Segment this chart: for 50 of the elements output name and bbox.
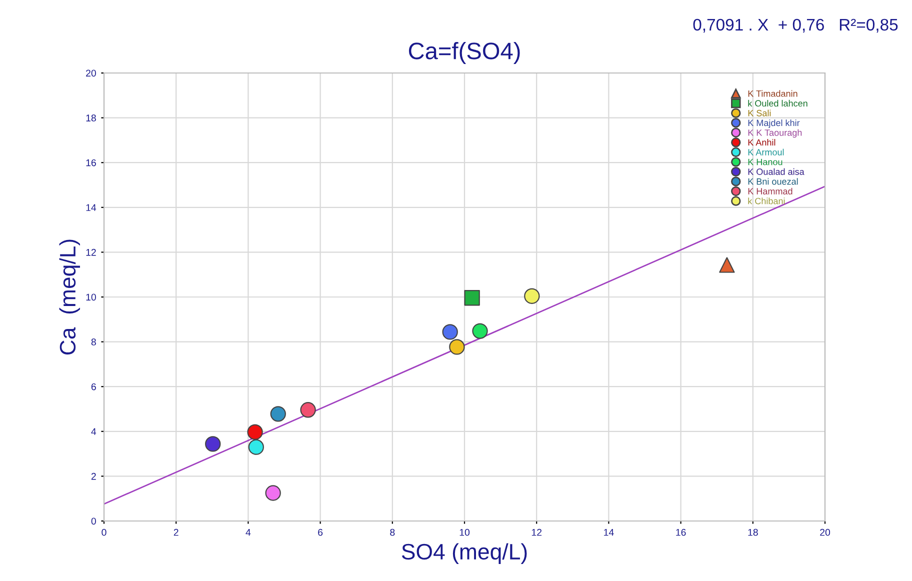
x-tick-label: 18: [748, 528, 758, 536]
x-tick-label: 12: [532, 528, 542, 536]
point: [270, 406, 286, 422]
y-tick-label: 20: [86, 70, 96, 77]
x-tick-label: 20: [820, 528, 830, 536]
x-tick-label: 0: [102, 528, 106, 536]
x-axis-title: SO4 (meq/L): [402, 543, 527, 564]
legend-label: K Bni ouezal: [748, 178, 798, 185]
y-tick-label: 12: [86, 248, 96, 256]
x-tick-label: 8: [390, 528, 395, 536]
y-tick-label: 8: [91, 338, 96, 346]
text: 0,7091 . X + 0,76 R²=0,85: [693, 18, 898, 33]
point: [248, 439, 264, 455]
legend-label: K Armoul: [748, 148, 784, 156]
point: [472, 323, 488, 339]
legend-label: k Chibani: [748, 198, 785, 204]
point: [247, 424, 263, 440]
y-tick-label: 0: [91, 518, 96, 525]
legend-label: K Hanou: [748, 158, 782, 166]
y-tick-label: 18: [86, 114, 96, 122]
x-tick-label: 16: [676, 528, 686, 536]
legend-label: K Anhil: [748, 139, 776, 146]
y-tick-label: 14: [86, 204, 96, 211]
y-tick-label: 6: [91, 383, 96, 390]
point: [442, 324, 458, 340]
y-tick-label: 2: [91, 472, 96, 480]
y-tick-label: 10: [86, 294, 96, 301]
legend-label: K Majdel khir: [748, 119, 800, 128]
legend-label: K Hammad: [748, 188, 792, 194]
point: [265, 485, 281, 501]
y-axis-title: Ca (meq/L): [59, 240, 80, 355]
x-tick-label: 6: [318, 528, 323, 536]
x-tick-label: 14: [604, 528, 614, 536]
x-tick-label: 4: [246, 528, 251, 536]
y-tick-label: 4: [91, 428, 96, 435]
point: [719, 257, 735, 273]
legend-label: K Oualad aisa: [748, 168, 804, 175]
point: [300, 402, 316, 418]
y-tick-label: 16: [86, 159, 96, 166]
x-tick-label: 2: [174, 528, 178, 536]
x-tick-label: 10: [460, 528, 470, 536]
legend-label: K Sali: [748, 110, 771, 116]
point: [464, 290, 480, 306]
legend-label: K K Taouragh: [748, 129, 802, 138]
point: [449, 339, 465, 355]
chart-title: Ca=f(SO4): [408, 42, 520, 64]
point: [524, 288, 540, 304]
legend-label: k Ouled lahcen: [748, 100, 808, 107]
point: [205, 436, 221, 452]
legend-label: K Timadanin: [748, 90, 798, 97]
